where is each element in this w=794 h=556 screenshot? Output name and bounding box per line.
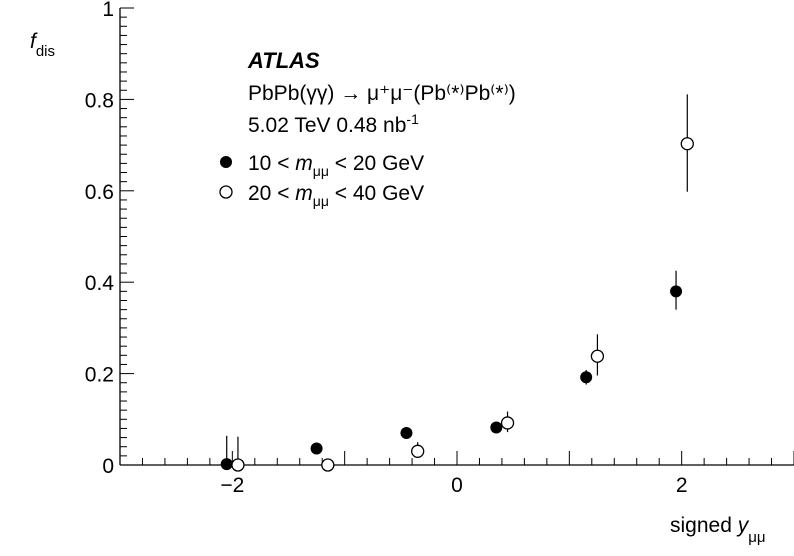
x-axis-label-sub: μμ <box>748 529 765 546</box>
data-point <box>220 458 233 471</box>
y-tick-label: 1 <box>102 0 114 21</box>
legend-entry-1-var: m <box>295 152 313 175</box>
data-point <box>680 137 694 151</box>
x-tick-label: −2 <box>220 474 244 497</box>
data-point <box>580 371 593 384</box>
data-point <box>411 444 425 458</box>
series-2 <box>231 94 694 472</box>
y-axis-label: fdis <box>30 30 55 60</box>
legend-marker-filled <box>220 156 232 168</box>
legend-entry-1: 10 < mμμ < 20 GeV <box>248 152 424 179</box>
x-axis-label: signed yμμ <box>670 514 766 546</box>
data-point <box>310 442 323 455</box>
y-axis: 0 0.2 0.4 0.6 0.8 1 <box>85 0 134 478</box>
legend-entry-2-pre: 20 < <box>248 182 295 205</box>
plot-frame <box>119 8 794 466</box>
x-axis: −2 0 2 <box>119 451 794 497</box>
legend-entry-1-pre: 10 < <box>248 152 295 175</box>
x-axis-label-main: signed <box>670 514 732 537</box>
data-point <box>490 421 503 434</box>
energy-label-sup: -1 <box>406 111 419 127</box>
legend: 10 < mμμ < 20 GeV 20 < mμμ < 40 GeV <box>219 152 424 209</box>
y-tick-label: 0.6 <box>85 181 114 204</box>
legend-entry-2: 20 < mμμ < 40 GeV <box>248 182 424 209</box>
legend-entry-2-var: m <box>295 182 313 205</box>
data-point <box>400 427 413 440</box>
energy-label-base: 5.02 TeV 0.48 nb <box>248 114 406 137</box>
legend-entry-1-sub: μμ <box>313 163 329 179</box>
series-1 <box>220 270 683 471</box>
y-tick-label: 0 <box>102 455 114 478</box>
data-points <box>220 94 694 472</box>
y-axis-label-sub: dis <box>36 43 55 60</box>
data-point <box>670 285 683 298</box>
x-tick-label: 0 <box>451 474 463 497</box>
legend-entry-2-post: < 40 GeV <box>329 182 424 205</box>
legend-entry-2-sub: μμ <box>313 193 329 209</box>
legend-entry-1-post: < 20 GeV <box>329 152 424 175</box>
data-point <box>321 458 335 472</box>
y-tick-label: 0.2 <box>85 364 114 387</box>
energy-label: 5.02 TeV 0.48 nb-1 <box>248 111 419 137</box>
data-point <box>500 416 515 430</box>
atlas-label: ATLAS <box>247 48 320 73</box>
x-axis-label-var: y <box>736 514 750 537</box>
data-point <box>590 349 605 363</box>
y-tick-label: 0.4 <box>85 272 115 295</box>
data-point <box>231 458 245 472</box>
x-tick-label: 2 <box>676 474 688 497</box>
y-axis-label-var: f <box>30 30 38 53</box>
legend-marker-open <box>219 185 233 199</box>
process-label: PbPb(γγ) → μ⁺μ⁻(Pb⁽*⁾Pb⁽*⁾) <box>248 82 516 105</box>
y-tick-label: 0.8 <box>85 89 114 112</box>
